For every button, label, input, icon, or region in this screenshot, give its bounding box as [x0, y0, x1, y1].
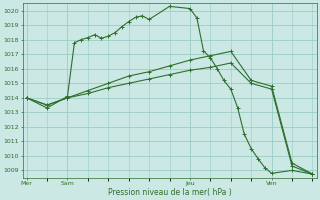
X-axis label: Pression niveau de la mer( hPa ): Pression niveau de la mer( hPa )	[108, 188, 231, 197]
